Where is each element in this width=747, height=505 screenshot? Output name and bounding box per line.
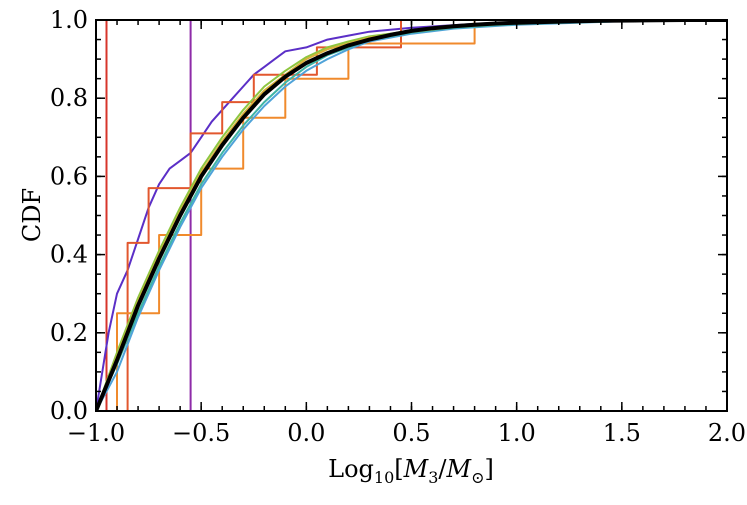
y-tick-label: 0.0 bbox=[50, 397, 88, 425]
x-title-msun: M bbox=[445, 455, 472, 483]
x-axis-title: Log10[M3/M⊙] bbox=[328, 455, 494, 487]
series-line-sample-orange-red-step bbox=[96, 20, 559, 411]
x-title-close-bracket: ] bbox=[484, 455, 493, 483]
x-tick-label: 0.0 bbox=[287, 419, 325, 447]
x-title-sub10: 10 bbox=[374, 468, 394, 487]
y-tick-label: 0.4 bbox=[50, 241, 88, 269]
x-tick-label: 1.0 bbox=[498, 419, 536, 447]
series-line-sample-gold bbox=[96, 20, 622, 411]
x-tick-label: 2.0 bbox=[708, 419, 746, 447]
y-tick-label: 0.6 bbox=[50, 162, 88, 190]
axis-tick-labels: −1.0 −0.5 0.0 0.5 1.0 1.5 2.0 0.0 0.2 0.4 0.6 0.8 1.… bbox=[50, 6, 746, 447]
y-tick-label: 1.0 bbox=[50, 6, 88, 34]
x-tick-label: −1.0 bbox=[67, 419, 125, 447]
series-layer bbox=[96, 20, 727, 411]
y-axis-title: CDF bbox=[18, 188, 46, 242]
axis-ticks bbox=[95, 19, 728, 412]
series-line-sample-orange-step bbox=[96, 20, 580, 411]
x-title-open-bracket: [ bbox=[394, 455, 403, 483]
x-title-sub-sun: ⊙ bbox=[471, 468, 484, 487]
x-title-slash: / bbox=[438, 455, 447, 483]
x-title-sub3: 3 bbox=[428, 468, 438, 487]
y-tick-label: 0.8 bbox=[50, 84, 88, 112]
series-line-sample-red-2pt bbox=[105, 20, 332, 411]
series-line-theoretical-cdf bbox=[96, 20, 727, 411]
x-tick-label: −0.5 bbox=[172, 419, 230, 447]
x-title-m3: M bbox=[403, 455, 430, 483]
x-title-log: Log bbox=[328, 455, 374, 483]
y-tick-label: 0.2 bbox=[50, 319, 88, 347]
x-tick-label: 0.5 bbox=[392, 419, 430, 447]
x-tick-label: 1.5 bbox=[603, 419, 641, 447]
